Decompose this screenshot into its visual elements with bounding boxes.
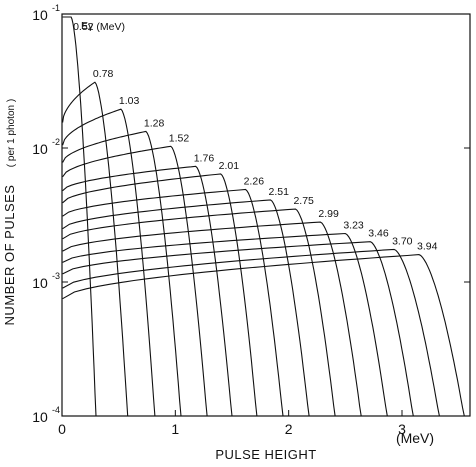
series-curve	[62, 241, 414, 417]
curve-label: 1.52	[169, 132, 190, 144]
y-tick-label: 10	[32, 7, 48, 23]
legend-header: Eγ	[81, 20, 94, 32]
y-tick-exponent: -1	[52, 3, 60, 13]
x-axis-title: PULSE HEIGHT	[215, 447, 316, 462]
series-curve	[62, 232, 388, 417]
curve-label: 2.51	[269, 186, 290, 198]
curve-label: 2.75	[293, 195, 314, 207]
curve-label: 2.01	[219, 160, 240, 172]
series-curve	[62, 221, 362, 417]
x-tick-label: 0	[58, 421, 66, 437]
curve-label: 3.46	[368, 228, 389, 240]
curve-labels: 0.52 (MeV) 0.78 1.03 1.28 1.52 1.76 2.01 2.26 2.…	[73, 21, 438, 253]
curve-label: 1.28	[144, 117, 165, 129]
y-tick-exponent: -3	[52, 271, 60, 281]
y-tick-label: 10	[32, 409, 48, 425]
series-curve	[62, 188, 284, 417]
y-tick-exponent: -4	[52, 405, 60, 415]
x-axis-unit: (MeV)	[396, 430, 434, 446]
series-curve	[62, 248, 440, 417]
x-tick-label: 1	[171, 421, 179, 437]
series-curve	[62, 173, 258, 417]
axis-ticks: 0 1 2 3 10 -1 10 -2 10 -3 10 -4	[32, 3, 470, 437]
x-tick-label: 3	[398, 421, 406, 437]
series-curve	[62, 130, 182, 417]
series-curve	[62, 16, 97, 417]
series-curve	[62, 108, 156, 417]
y-axis-note: ( per 1 photon )	[6, 99, 17, 167]
curve-label: 1.03	[119, 95, 140, 107]
y-tick-label: 10	[32, 275, 48, 291]
y-tick-exponent: -2	[52, 137, 60, 147]
y-axis-title: NUMBER OF PULSES	[2, 185, 17, 326]
curve-label: 3.23	[343, 220, 364, 232]
curve-label: 3.70	[392, 235, 413, 247]
curve-label: 0.52 (MeV)	[73, 21, 125, 33]
curve-label: 3.94	[417, 241, 438, 253]
series-curve	[62, 208, 336, 417]
curve-label: 1.76	[194, 152, 215, 164]
curve-label: 2.26	[244, 176, 265, 188]
curve-label: 0.78	[93, 68, 114, 80]
series-curve	[62, 81, 129, 417]
curves	[62, 16, 465, 417]
x-tick-label: 2	[285, 421, 293, 437]
curve-label: 2.99	[318, 208, 339, 220]
series-curve	[62, 254, 465, 417]
series-curve	[62, 145, 208, 417]
y-tick-label: 10	[32, 141, 48, 157]
series-curve	[62, 199, 310, 417]
plot-frame	[61, 13, 471, 417]
series-curve	[62, 165, 233, 417]
